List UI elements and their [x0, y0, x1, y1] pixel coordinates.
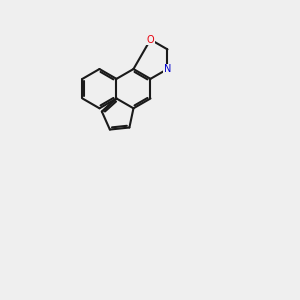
Text: O: O: [147, 34, 154, 45]
Text: N: N: [164, 64, 171, 74]
